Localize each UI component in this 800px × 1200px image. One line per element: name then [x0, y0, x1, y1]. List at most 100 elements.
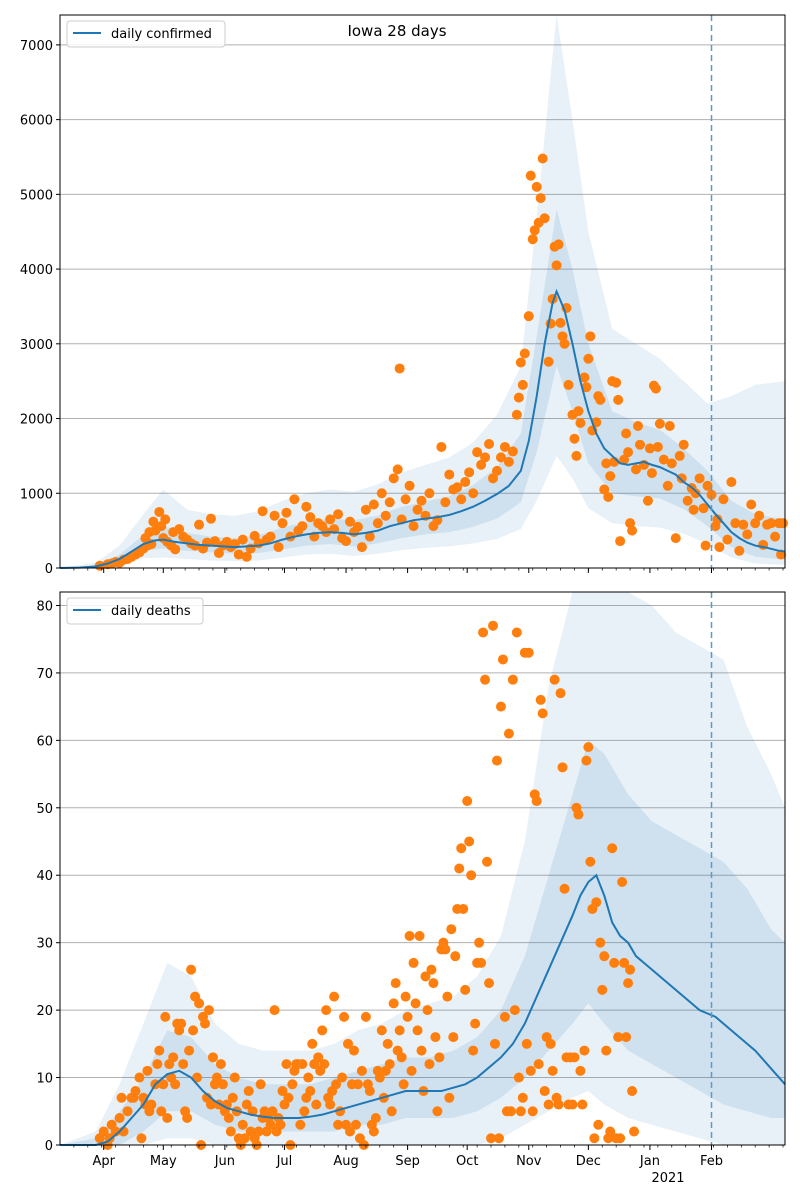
confirmed-data-point: [148, 516, 159, 527]
confirmed-y-tick-label: 6000: [20, 114, 53, 129]
confirmed-data-point: [537, 153, 548, 164]
confirmed-data-point: [652, 441, 663, 452]
deaths-data-point: [321, 1005, 332, 1016]
deaths-data-point: [480, 674, 491, 685]
confirmed-data-point: [670, 533, 681, 544]
confirmed-data-point: [484, 438, 495, 449]
confirmed-data-point: [678, 439, 689, 450]
deaths-data-point: [615, 1133, 626, 1144]
deaths-data-point: [311, 1099, 322, 1110]
deaths-y-tick-label: 70: [36, 667, 53, 682]
deaths-data-point: [503, 728, 514, 739]
confirmed-data-point: [503, 456, 514, 467]
confirmed-data-point: [714, 542, 725, 553]
confirmed-data-point: [213, 548, 224, 559]
deaths-data-point: [317, 1025, 328, 1036]
confirmed-axes-frame: [59, 14, 786, 569]
x-tick-label: May: [150, 1154, 177, 1169]
confirmed-legend-box: [66, 20, 226, 48]
confirmed-series: [59, 288, 786, 569]
deaths-data-point: [329, 991, 340, 1002]
deaths-data-point: [599, 951, 610, 962]
confirmed-data-point: [551, 260, 562, 271]
confirmed-data-point: [569, 433, 580, 444]
confirmed-data-point: [194, 519, 205, 530]
deaths-data-point: [470, 1018, 481, 1029]
deaths-series: [60, 873, 786, 1146]
deaths-data-point: [255, 1079, 266, 1090]
confirmed-data-point: [662, 480, 673, 491]
confirmed-data-point: [480, 452, 491, 463]
confirmed-data-point: [619, 454, 630, 465]
confirmed-data-point: [269, 510, 280, 521]
deaths-data-point: [426, 964, 437, 975]
deaths-data-point: [434, 1052, 445, 1063]
deaths-x-ticks: Apr May Jun Jul Aug Sep Oct Nov Dec Jan Feb: [73, 1145, 784, 1169]
deaths-data-point: [374, 1072, 385, 1083]
confirmed-y-tick-label: 7000: [20, 39, 53, 54]
deaths-data-point: [134, 1072, 145, 1083]
confirmed-data-point: [543, 356, 554, 367]
deaths-data-point: [229, 1072, 240, 1083]
deaths-data-point: [295, 1119, 306, 1130]
deaths-y-tick-label: 60: [36, 734, 53, 749]
deaths-data-point: [388, 998, 399, 1009]
deaths-data-point: [450, 951, 461, 962]
deaths-y-tick-label: 80: [36, 599, 53, 614]
confirmed-data-point: [205, 513, 216, 524]
deaths-legend: daily deaths: [66, 597, 204, 625]
confirmed-data-point: [384, 497, 395, 508]
confirmed-data-point: [575, 418, 586, 429]
deaths-data-point: [287, 1079, 298, 1090]
deaths-data-point: [476, 957, 487, 968]
deaths-data-point: [170, 1079, 181, 1090]
confirmed-data-point: [770, 531, 781, 542]
confirmed-data-point: [623, 447, 634, 458]
confirmed-data-point: [464, 467, 475, 478]
confirmed-data-point: [281, 507, 292, 518]
deaths-data-point: [207, 1052, 218, 1063]
deaths-data-point: [543, 1099, 554, 1110]
deaths-data-point: [444, 1092, 455, 1103]
deaths-data-point: [497, 654, 508, 665]
deaths-data-point: [398, 1079, 409, 1090]
deaths-data-point: [488, 620, 499, 631]
confirmed-data-point: [360, 504, 371, 515]
confirmed-data-point: [631, 464, 642, 475]
deaths-data-point: [627, 1086, 638, 1097]
confirmed-data-point: [694, 473, 705, 484]
confirmed-data-point: [613, 394, 624, 405]
confirmed-data-point: [726, 477, 737, 488]
deaths-data-point: [136, 1133, 147, 1144]
deaths-data-point: [517, 1092, 528, 1103]
deaths-data-point: [243, 1086, 254, 1097]
confirmed-bands: [60, 15, 785, 568]
deaths-data-point: [527, 1106, 538, 1117]
confirmed-data-point: [559, 338, 570, 349]
deaths-data-point: [116, 1092, 127, 1103]
deaths-data-point: [482, 856, 493, 867]
confirmed-data-point: [674, 450, 685, 461]
deaths-data-point: [507, 674, 518, 685]
deaths-data-point: [535, 694, 546, 705]
deaths-data-point: [303, 1072, 314, 1083]
deaths-data-point: [547, 1065, 558, 1076]
deaths-data-point: [386, 1106, 397, 1117]
confirmed-data-point: [372, 518, 383, 529]
deaths-data-point: [456, 843, 467, 854]
deaths-data-point: [555, 688, 566, 699]
confirmed-data-point: [209, 536, 220, 547]
deaths-data-point: [215, 1059, 226, 1070]
confirmed-data-point: [579, 372, 590, 383]
deaths-data-point: [474, 937, 485, 948]
deaths-data-point: [589, 1133, 600, 1144]
confirmed-data-point: [472, 447, 483, 458]
confirmed-data-point: [507, 446, 518, 457]
confirmed-data-point: [468, 488, 479, 499]
confirmed-line: [59, 288, 786, 569]
confirmed-data-point: [456, 494, 467, 505]
deaths-data-point: [523, 647, 534, 658]
x-tick-label: Feb: [700, 1154, 723, 1169]
confirmed-data-point: [452, 482, 463, 493]
confirmed-data-point: [635, 439, 645, 450]
